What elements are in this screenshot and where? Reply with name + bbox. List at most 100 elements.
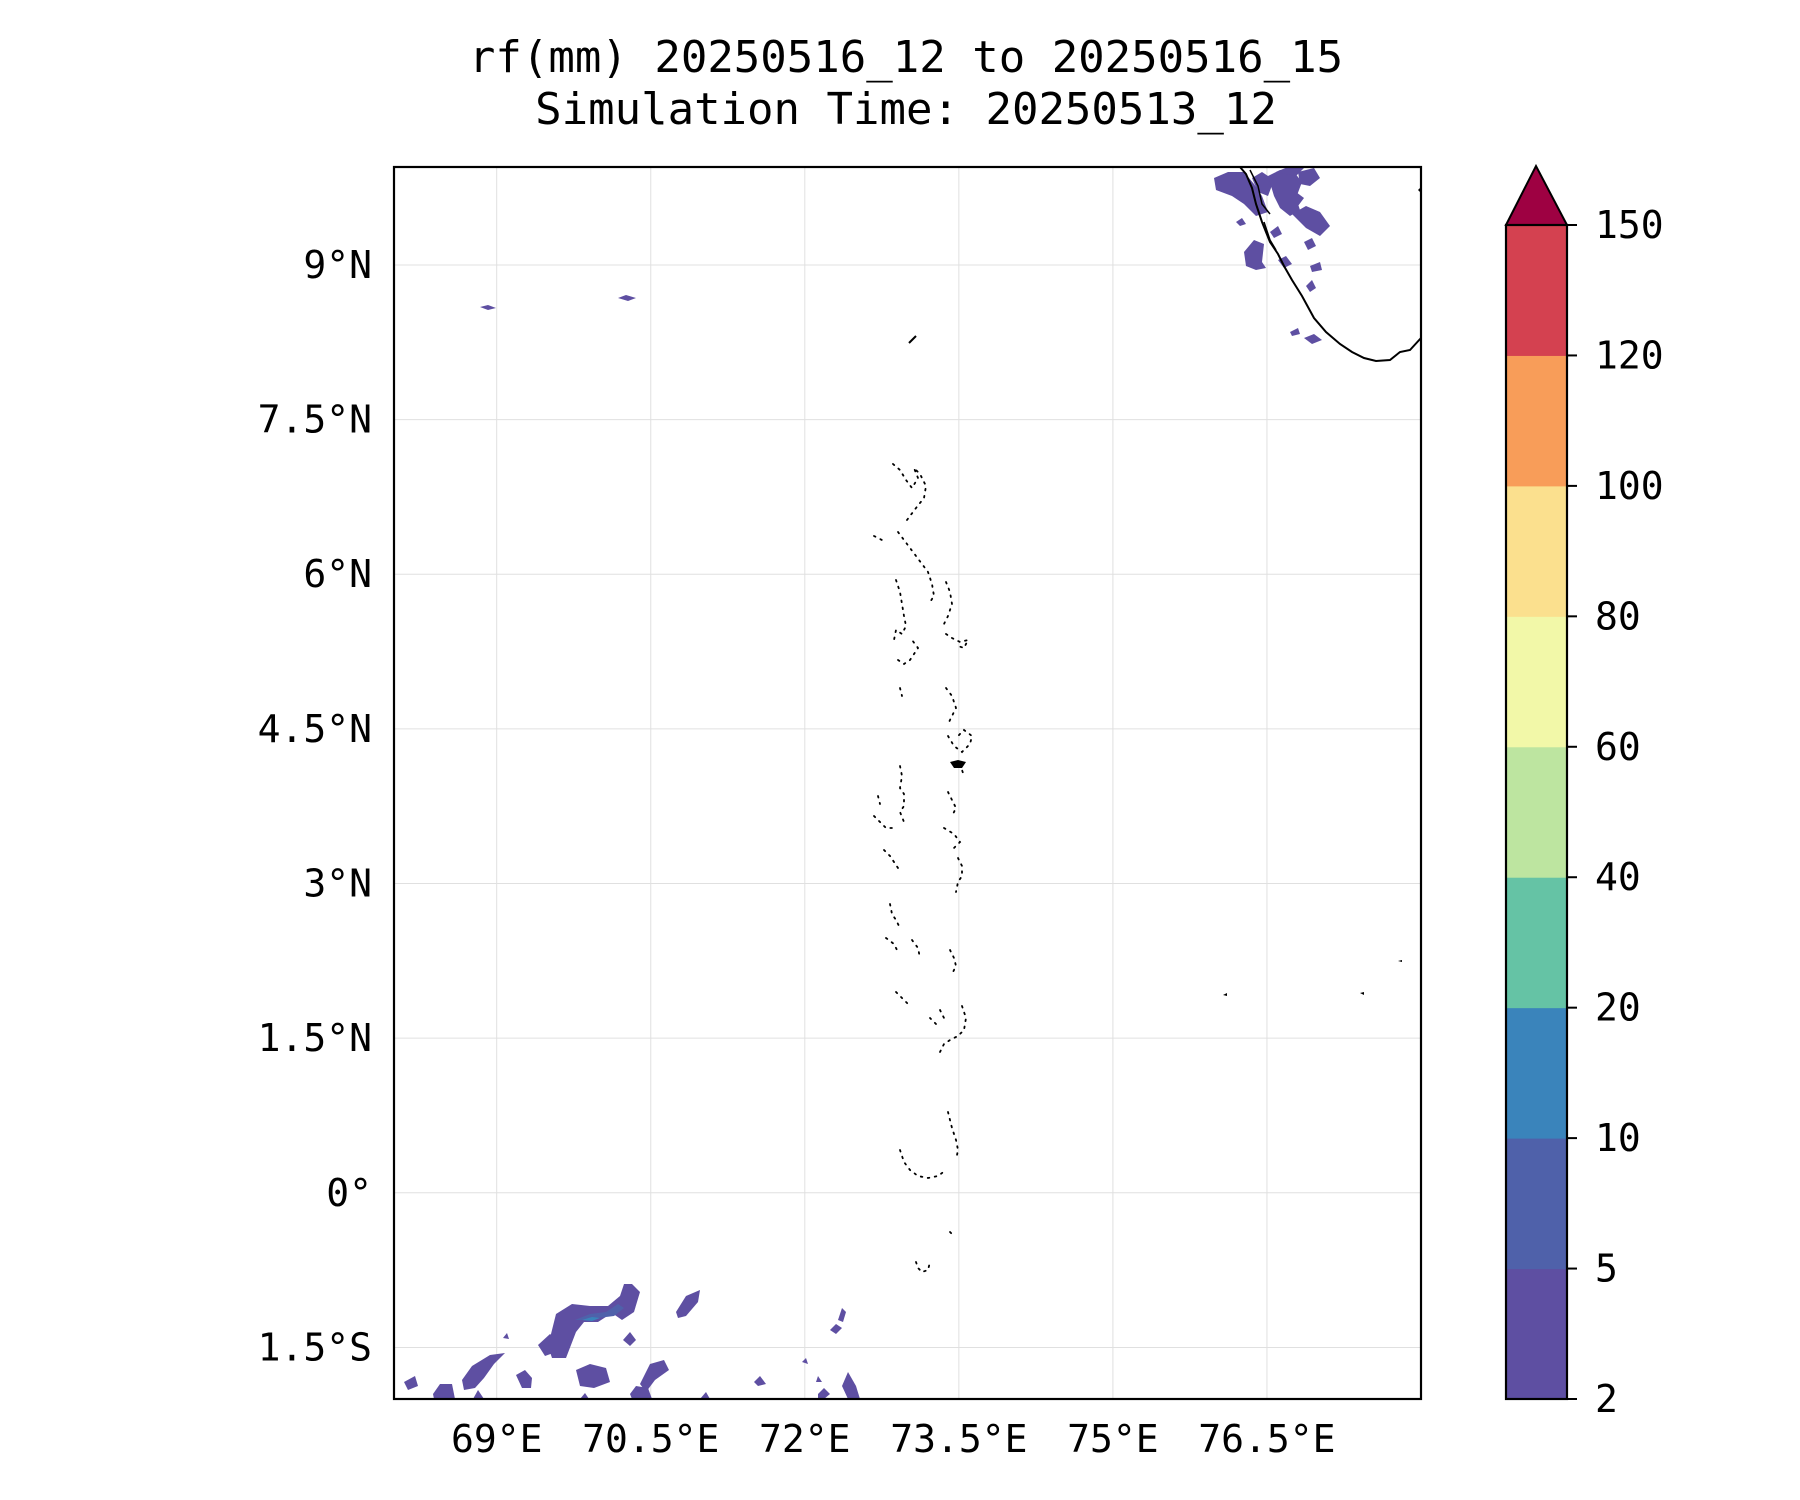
atoll-outline bbox=[949, 1231, 953, 1235]
colorbar-tick-label: 40 bbox=[1595, 855, 1641, 899]
atoll-outline bbox=[915, 1261, 931, 1274]
rain-patch bbox=[1310, 262, 1322, 272]
gridlines bbox=[394, 167, 1421, 1399]
rain-patch bbox=[830, 1324, 842, 1334]
rain-patch bbox=[640, 1360, 669, 1392]
island bbox=[1398, 960, 1402, 962]
island bbox=[1418, 188, 1420, 192]
x-tick-label: 72°E bbox=[759, 1417, 851, 1461]
atoll-island bbox=[950, 760, 966, 768]
longitude-ticks: 69°E 70.5°E 72°E 73.5°E 75°E 76.5°E bbox=[451, 1417, 1336, 1461]
y-tick-label: 1.5°S bbox=[258, 1325, 372, 1369]
atoll-outline bbox=[945, 687, 957, 725]
colorbar-tick-label: 60 bbox=[1595, 725, 1641, 769]
latitude-ticks: 9°N 7.5°N 6°N 4.5°N 3°N 1.5°N 0° 1.5°S bbox=[258, 243, 372, 1370]
x-tick-label: 69°E bbox=[451, 1417, 543, 1461]
island bbox=[1360, 992, 1364, 995]
coastlines bbox=[873, 166, 1422, 1274]
atoll-outline bbox=[889, 903, 901, 929]
atoll-outline bbox=[877, 795, 881, 805]
rain-patch bbox=[1304, 334, 1322, 344]
atoll-outline bbox=[897, 639, 920, 666]
rain-patch bbox=[576, 1364, 610, 1388]
x-tick-label: 70.5°E bbox=[582, 1417, 719, 1461]
rain-patch bbox=[802, 1358, 808, 1364]
island bbox=[1223, 993, 1227, 996]
rain-patch bbox=[516, 1370, 532, 1388]
rain-patch bbox=[582, 1317, 600, 1321]
rain-patch bbox=[700, 1392, 710, 1399]
y-tick-label: 0° bbox=[326, 1171, 372, 1215]
rain-patch bbox=[754, 1376, 766, 1386]
colorbar-tick-label: 100 bbox=[1595, 464, 1664, 508]
colorbar-tick-label: 80 bbox=[1595, 594, 1641, 638]
colorbar-tick-label: 10 bbox=[1595, 1116, 1641, 1160]
rain-patch bbox=[1244, 240, 1266, 270]
colorbar: 2 5 10 20 40 60 80 100 120 150 bbox=[1504, 163, 1664, 1421]
colorbar-tick-label: 2 bbox=[1595, 1377, 1618, 1421]
rain-patch bbox=[462, 1353, 505, 1390]
x-tick-label: 73.5°E bbox=[890, 1417, 1027, 1461]
rain-patch bbox=[818, 1388, 830, 1399]
rain-patch bbox=[1290, 328, 1300, 336]
rain-patch bbox=[580, 1393, 589, 1399]
colorbar-tick-label: 20 bbox=[1595, 986, 1641, 1030]
rain-patch bbox=[480, 305, 496, 310]
rain-patch bbox=[838, 1308, 846, 1322]
atoll-outline bbox=[929, 1017, 937, 1025]
map-panel: 69°E 70.5°E 72°E 73.5°E 75°E 76.5°E 9°N 7.5°N 6… bbox=[258, 165, 1423, 1461]
colorbar-band bbox=[1506, 746, 1567, 878]
atoll-outline bbox=[939, 1009, 945, 1019]
backwater-line bbox=[1263, 221, 1277, 251]
map-frame bbox=[392, 165, 1423, 1401]
y-tick-label: 6°N bbox=[303, 552, 372, 596]
colorbar-band bbox=[1506, 1007, 1567, 1139]
atoll-outline bbox=[947, 791, 958, 817]
maldives-atolls bbox=[873, 463, 974, 1274]
x-tick-label: 76.5°E bbox=[1198, 1417, 1335, 1461]
atoll-outline bbox=[898, 765, 905, 823]
rain-patch bbox=[548, 1284, 640, 1358]
rain-patch bbox=[676, 1290, 700, 1318]
y-tick-label: 7.5°N bbox=[258, 398, 372, 442]
atoll-outline bbox=[947, 728, 974, 754]
rain-patch bbox=[404, 1376, 418, 1390]
colorbar-tick-label: 150 bbox=[1595, 203, 1664, 247]
rain-patch bbox=[1290, 192, 1304, 206]
atoll-outline bbox=[943, 581, 953, 625]
colorbar-band bbox=[1506, 1268, 1567, 1400]
y-tick-label: 4.5°N bbox=[258, 707, 372, 751]
atoll-outline bbox=[939, 1005, 967, 1053]
atoll-outline bbox=[873, 535, 883, 541]
rain-patch bbox=[1306, 280, 1316, 292]
atoll-outline bbox=[885, 937, 899, 953]
atoll-outline bbox=[899, 687, 903, 697]
rain-patch bbox=[1268, 170, 1302, 216]
colorbar-band bbox=[1506, 225, 1567, 356]
atoll-outline bbox=[893, 579, 907, 641]
rain-patch bbox=[1214, 172, 1268, 216]
rain-patch bbox=[1292, 206, 1330, 236]
colorbar-extend-arrow bbox=[1504, 163, 1569, 226]
colorbar-tick-label: 5 bbox=[1595, 1247, 1618, 1291]
rain-patch bbox=[842, 1372, 860, 1399]
colorbar-band bbox=[1506, 877, 1567, 1009]
rain-patch bbox=[1304, 238, 1316, 250]
rain-patch bbox=[1270, 226, 1282, 238]
rain-patch bbox=[1252, 172, 1274, 196]
colorbar-band bbox=[1506, 355, 1567, 487]
colorbar-bands bbox=[1506, 225, 1567, 1400]
colorbar-band bbox=[1506, 1138, 1567, 1270]
rain-patch bbox=[473, 1390, 484, 1399]
title-line-1: rf(mm) 20250516_12 to 20250516_15 bbox=[469, 32, 1343, 83]
colorbar-band bbox=[1506, 616, 1567, 748]
rain-patch bbox=[623, 1332, 636, 1346]
y-tick-label: 9°N bbox=[303, 243, 372, 287]
atoll-outline bbox=[895, 991, 909, 1005]
atoll-outline bbox=[897, 531, 935, 603]
colorbar-frame bbox=[1504, 223, 1569, 1401]
colorbar-band bbox=[1506, 485, 1567, 617]
india-coastline bbox=[1239, 166, 1422, 363]
rain-patch bbox=[1236, 218, 1246, 226]
